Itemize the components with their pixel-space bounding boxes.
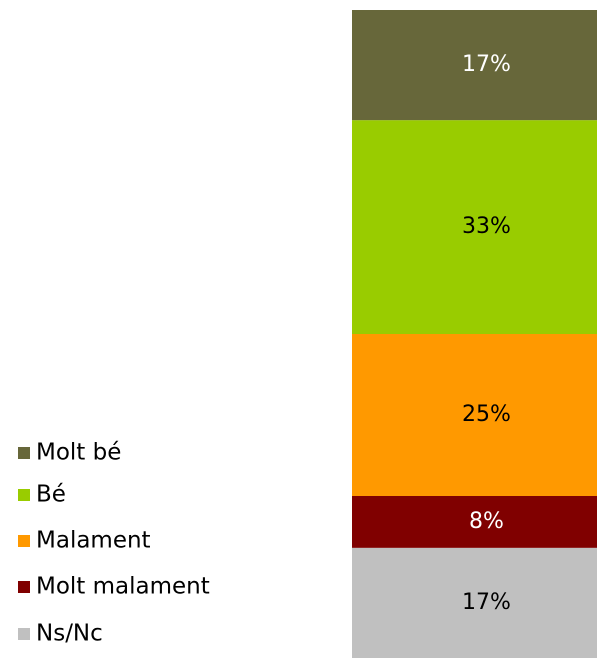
bar-segment <box>352 547 597 658</box>
value-label: 8% <box>469 509 504 534</box>
legend-label: Molt malament <box>36 574 210 600</box>
bar-segment <box>352 334 597 496</box>
value-label: 25% <box>462 402 511 427</box>
bar-segment <box>352 496 597 548</box>
legend-label: Bé <box>36 482 66 508</box>
bar-segment <box>352 10 597 121</box>
bar-segment <box>352 120 597 334</box>
value-label: 17% <box>462 52 511 77</box>
legend-swatch <box>18 489 30 501</box>
legend-swatch <box>18 628 30 640</box>
legend-label: Malament <box>36 528 151 554</box>
legend-label: Molt bé <box>36 440 121 466</box>
legend-swatch <box>18 535 30 547</box>
value-label: 33% <box>462 214 511 239</box>
legend-label: Ns/Nc <box>36 621 103 647</box>
value-label: 17% <box>462 590 511 615</box>
legend-swatch <box>18 581 30 593</box>
legend-swatch <box>18 447 30 459</box>
